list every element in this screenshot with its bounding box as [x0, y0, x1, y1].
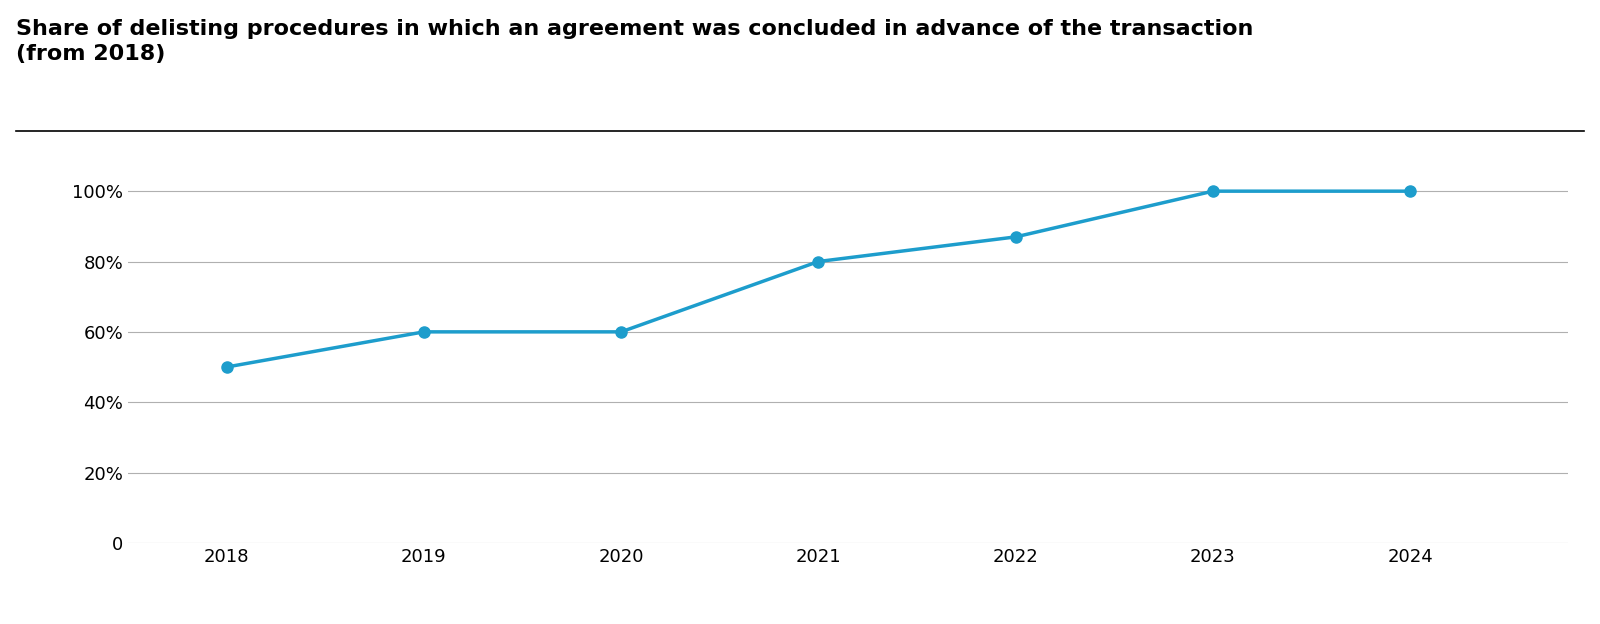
Text: Share of delisting procedures in which an agreement was concluded in advance of : Share of delisting procedures in which a…	[16, 19, 1253, 64]
